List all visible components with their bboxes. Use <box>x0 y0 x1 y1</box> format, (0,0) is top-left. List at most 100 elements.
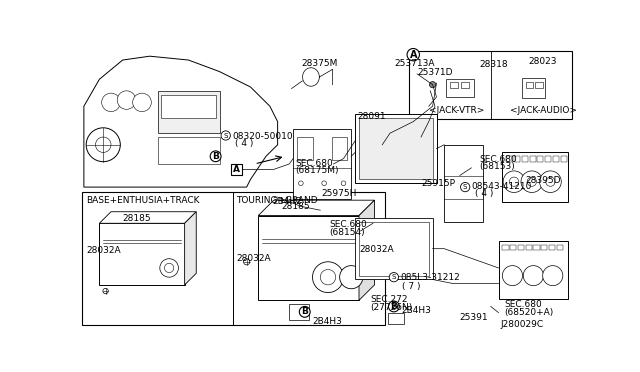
Circle shape <box>160 259 179 277</box>
Text: 25371D: 25371D <box>417 68 452 77</box>
Text: TOURING+GRAND: TOURING+GRAND <box>237 196 318 205</box>
Text: 28032A: 28032A <box>86 246 121 256</box>
Text: B: B <box>390 302 397 311</box>
Polygon shape <box>259 200 374 216</box>
Text: 25391: 25391 <box>460 312 488 322</box>
Circle shape <box>388 301 399 312</box>
Bar <box>259 216 359 300</box>
Circle shape <box>103 288 108 294</box>
Text: A: A <box>233 165 240 174</box>
Text: 28185: 28185 <box>123 214 151 223</box>
Circle shape <box>164 263 174 273</box>
Text: A: A <box>410 49 417 60</box>
Text: 25975H: 25975H <box>322 189 357 198</box>
Text: (68153): (68153) <box>479 163 515 171</box>
Circle shape <box>546 177 555 186</box>
Bar <box>332 137 348 160</box>
Text: 28185: 28185 <box>282 202 310 212</box>
Text: B: B <box>301 307 308 316</box>
Bar <box>510 245 516 250</box>
Text: 28395D: 28395D <box>525 176 561 185</box>
Text: 28032A: 28032A <box>237 254 271 263</box>
Text: 085L3-31212: 085L3-31212 <box>400 273 460 282</box>
Text: BASE+ENTHUSIA+TRACK: BASE+ENTHUSIA+TRACK <box>86 196 200 205</box>
PathPatch shape <box>84 56 278 187</box>
Text: SEC.680: SEC.680 <box>296 158 333 168</box>
Circle shape <box>527 177 536 186</box>
Bar <box>502 153 568 202</box>
Text: (68154): (68154) <box>330 228 365 237</box>
Text: 28091: 28091 <box>358 112 386 121</box>
Circle shape <box>132 93 151 112</box>
Circle shape <box>102 93 120 112</box>
Circle shape <box>320 269 336 285</box>
Circle shape <box>389 273 399 282</box>
Bar <box>157 137 220 164</box>
Bar <box>157 91 220 133</box>
Circle shape <box>117 91 136 109</box>
Bar <box>549 245 555 250</box>
Text: (27726N): (27726N) <box>371 302 413 312</box>
Bar <box>522 78 545 98</box>
Text: 28032A: 28032A <box>359 245 394 254</box>
Bar <box>514 156 520 163</box>
Bar <box>231 164 242 175</box>
Circle shape <box>340 266 363 289</box>
Text: 28375M: 28375M <box>301 58 337 67</box>
Bar <box>359 222 429 276</box>
Circle shape <box>543 266 563 286</box>
Text: S: S <box>392 274 396 280</box>
Bar <box>557 245 563 250</box>
Circle shape <box>502 266 522 286</box>
Circle shape <box>86 128 120 162</box>
Text: J280029C: J280029C <box>500 320 543 329</box>
Text: <JACK-AUDIO>: <JACK-AUDIO> <box>510 106 577 115</box>
Bar <box>461 81 469 88</box>
Text: ( 4 ): ( 4 ) <box>235 140 253 148</box>
Text: ( 4 ): ( 4 ) <box>476 189 493 198</box>
Bar <box>499 241 568 299</box>
Text: SEC.680: SEC.680 <box>479 155 517 164</box>
Bar <box>535 81 543 88</box>
Circle shape <box>300 307 310 317</box>
Bar <box>529 156 536 163</box>
Bar <box>545 156 551 163</box>
Text: S: S <box>223 132 228 138</box>
Bar <box>161 95 216 118</box>
Bar <box>518 245 524 250</box>
Circle shape <box>540 171 561 192</box>
Bar <box>446 78 474 97</box>
Circle shape <box>95 137 111 153</box>
Text: 2B4H3: 2B4H3 <box>312 317 342 326</box>
Bar <box>553 156 559 163</box>
Circle shape <box>521 171 543 192</box>
Text: (68175M): (68175M) <box>296 166 339 175</box>
Circle shape <box>461 183 470 192</box>
Bar <box>525 81 533 88</box>
Text: 28023: 28023 <box>528 57 556 66</box>
Bar <box>289 304 308 320</box>
Polygon shape <box>99 212 196 223</box>
Circle shape <box>312 262 344 293</box>
Text: S: S <box>463 184 467 190</box>
Circle shape <box>210 151 221 162</box>
Text: SEC.272: SEC.272 <box>371 295 408 304</box>
Polygon shape <box>359 200 374 300</box>
Bar <box>388 312 404 324</box>
Text: SEC.680: SEC.680 <box>330 220 367 229</box>
Text: ( 7 ): ( 7 ) <box>402 282 420 291</box>
Circle shape <box>407 48 419 61</box>
Text: 253713A: 253713A <box>394 58 435 67</box>
Bar <box>537 156 543 163</box>
Bar <box>355 218 433 279</box>
Bar <box>293 129 351 199</box>
Bar <box>444 145 483 222</box>
Circle shape <box>524 266 543 286</box>
Bar <box>297 137 312 160</box>
Circle shape <box>221 131 230 140</box>
Text: SEC.680: SEC.680 <box>505 300 543 309</box>
Bar <box>541 245 547 250</box>
Polygon shape <box>184 212 196 285</box>
Bar <box>355 114 436 183</box>
Bar <box>410 51 572 119</box>
